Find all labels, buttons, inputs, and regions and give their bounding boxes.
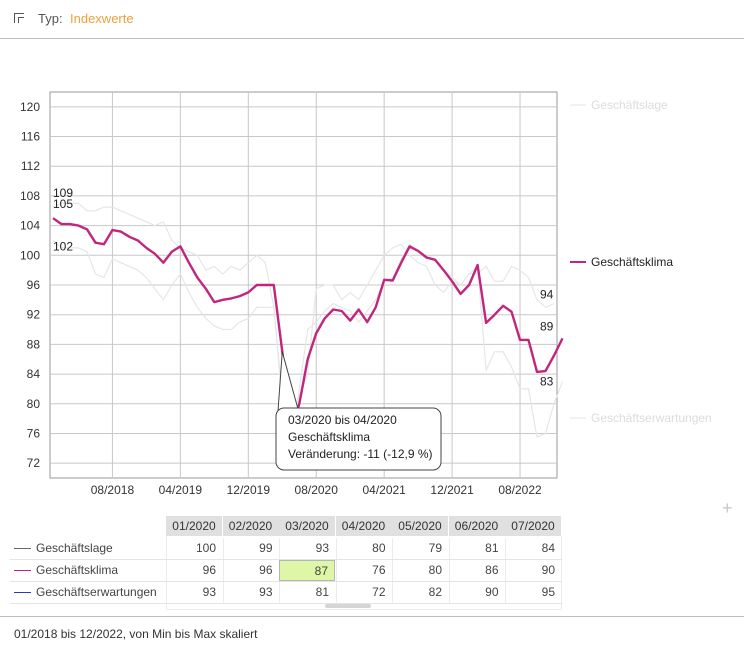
table-cell[interactable]: 86 xyxy=(448,560,505,581)
table-cell[interactable]: 99 xyxy=(222,538,279,559)
type-value[interactable]: Indexwerte xyxy=(70,11,134,26)
series-end-label: 89 xyxy=(540,319,554,333)
y-tick-label: 92 xyxy=(27,308,41,322)
row-label: Geschäftslage xyxy=(36,541,113,555)
y-tick-label: 104 xyxy=(20,219,40,233)
y-tick-label: 76 xyxy=(27,426,41,440)
y-tick-label: 112 xyxy=(21,159,40,173)
table-cell[interactable]: 76 xyxy=(335,560,392,581)
type-label: Typ: xyxy=(38,11,63,26)
series-line-1 xyxy=(52,217,564,435)
table-cell[interactable]: 96 xyxy=(222,560,279,581)
table-cell[interactable]: 93 xyxy=(279,538,335,559)
footer: 01/2018 bis 12/2022, von Min bis Max ska… xyxy=(0,616,744,641)
table-cell[interactable]: 90 xyxy=(448,582,505,603)
table-cell[interactable]: 81 xyxy=(448,538,505,559)
y-tick-label: 100 xyxy=(20,248,40,262)
table-cell[interactable]: 72 xyxy=(335,582,392,603)
table-column-header[interactable]: 05/2020 xyxy=(392,516,449,536)
table-cell[interactable]: 93 xyxy=(166,582,222,603)
table-cell[interactable]: 84 xyxy=(505,538,561,559)
series-start-label: 102 xyxy=(53,239,73,253)
x-tick-label: 12/2019 xyxy=(227,483,271,497)
series-end-labels: 109 94 105 89 102 83 xyxy=(53,186,554,388)
table-cell[interactable]: 82 xyxy=(392,582,448,603)
tooltip-series: Geschäftsklima xyxy=(288,430,370,444)
table-cell[interactable]: 87 xyxy=(279,560,335,581)
x-tick-label: 08/2018 xyxy=(91,483,135,497)
table-cell[interactable]: 81 xyxy=(279,582,335,603)
table-scrollbar[interactable] xyxy=(325,604,371,608)
legend-entry: Geschäftsklima xyxy=(591,255,673,269)
chart-series xyxy=(52,202,564,464)
line-chart: 120 116 112 108 104 100 96 92 88 84 80 76 72 08/2018… xyxy=(20,91,712,497)
table-cell[interactable]: 93 xyxy=(222,582,279,603)
row-label: Geschäftserwartungen xyxy=(36,585,157,599)
chart-tooltip: 03/2020 bis 04/2020 Geschäftsklima Verän… xyxy=(275,351,442,471)
collapse-icon[interactable] xyxy=(14,13,24,23)
y-tick-label: 80 xyxy=(27,397,41,411)
y-tick-label: 116 xyxy=(21,130,40,144)
table-column-header[interactable]: 04/2020 xyxy=(335,516,393,536)
legend-entry: Geschäftserwartungen xyxy=(591,411,712,425)
tooltip-change: Veränderung: -11 (-12,9 %) xyxy=(288,447,433,461)
series-start-label: 109 xyxy=(53,186,73,200)
x-tick-label: 08/2022 xyxy=(498,483,542,497)
table-row: Geschäftslage 100 99 93 80 79 81 84 xyxy=(10,538,562,560)
table-cell[interactable]: 100 xyxy=(166,538,222,559)
table-column-header[interactable]: 03/2020 xyxy=(279,516,336,536)
series-end-label: 83 xyxy=(540,375,554,389)
chart-legend: Geschäftslage Geschäftsklima Geschäftserwa… xyxy=(570,98,712,425)
table-column-header[interactable]: 02/2020 xyxy=(222,516,280,536)
tooltip-box xyxy=(275,407,442,471)
x-axis-ticks: 08/2018 04/2019 12/2019 08/2020 04/2021 12/20… xyxy=(91,483,542,497)
legend-entry: Geschäftslage xyxy=(591,98,668,112)
y-tick-label: 96 xyxy=(27,278,41,292)
y-tick-label: 120 xyxy=(20,100,40,114)
row-label: Geschäftsklima xyxy=(36,563,119,577)
row-color-swatch xyxy=(14,548,31,549)
series-start-label: 105 xyxy=(53,197,73,211)
footer-text: 01/2018 bis 12/2022, von Min bis Max ska… xyxy=(14,627,258,641)
table-row: Geschäftsklima 96 96 87 76 80 86 90 xyxy=(10,560,562,582)
x-tick-label: 04/2021 xyxy=(362,483,406,497)
table-cell[interactable]: 95 xyxy=(505,582,561,603)
header: Typ: Indexwerte xyxy=(0,0,744,39)
row-color-swatch xyxy=(14,570,31,571)
tooltip-period: 03/2020 bis 04/2020 xyxy=(288,413,397,427)
x-tick-label: 04/2019 xyxy=(159,483,203,497)
table-column-header[interactable]: 07/2020 xyxy=(505,516,562,536)
table-column-header[interactable]: 01/2020 xyxy=(166,516,223,536)
y-axis-ticks: 120 116 112 108 104 100 96 92 88 84 80 76 72 xyxy=(20,100,40,470)
add-icon[interactable]: + xyxy=(722,498,733,518)
y-tick-label: 72 xyxy=(27,456,41,470)
table-cell[interactable]: 96 xyxy=(166,560,222,581)
table-row: Geschäftserwartungen 93 93 81 72 82 90 95 xyxy=(10,582,562,604)
table-cell[interactable]: 79 xyxy=(392,538,448,559)
x-tick-label: 08/2020 xyxy=(295,483,339,497)
series-end-label: 94 xyxy=(540,288,554,302)
x-tick-label: 12/2021 xyxy=(430,483,474,497)
y-tick-label: 108 xyxy=(20,189,40,203)
table-cell[interactable]: 80 xyxy=(335,538,392,559)
table-column-header[interactable]: 06/2020 xyxy=(448,516,506,536)
row-color-swatch xyxy=(14,592,31,593)
table-cell[interactable]: 80 xyxy=(392,560,448,581)
tooltip-pointer xyxy=(277,351,299,412)
table-cell[interactable]: 90 xyxy=(505,560,561,581)
y-tick-label: 88 xyxy=(27,337,41,351)
y-tick-label: 84 xyxy=(27,367,41,381)
